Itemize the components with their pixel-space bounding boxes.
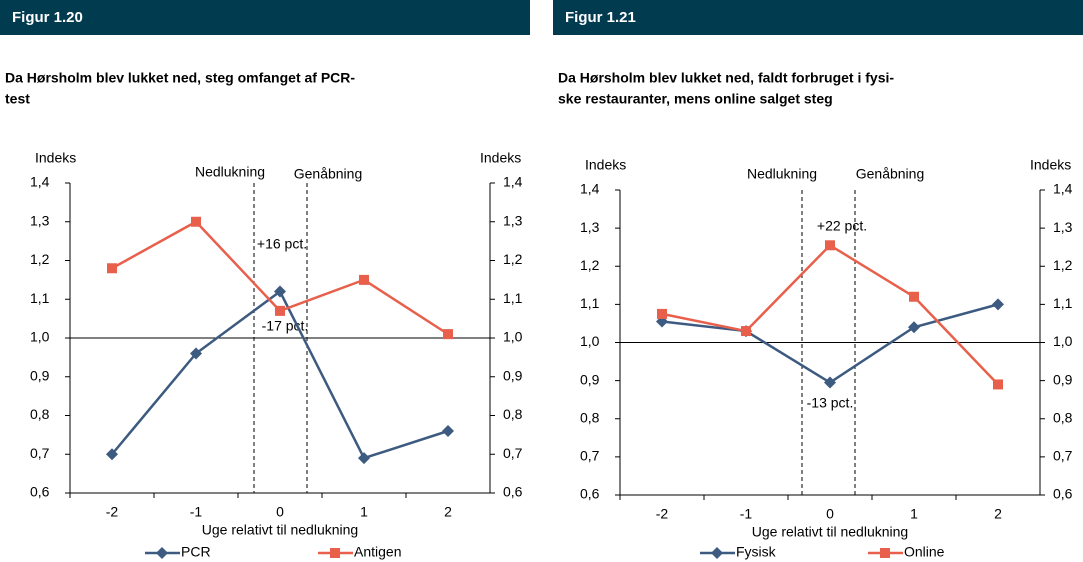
y2-tick-label: 0,6 (503, 484, 523, 500)
x-tick-label: 0 (276, 504, 284, 520)
y2-tick-label: 0,9 (1053, 371, 1073, 387)
legend-marker (330, 548, 340, 558)
y2-tick-label: 1,3 (1053, 219, 1073, 235)
annotation: Genåbning (856, 166, 925, 182)
x-axis-label: Uge relativt til nedlukning (752, 524, 908, 540)
marker (992, 298, 1004, 311)
legend-label: Antigen (354, 544, 401, 560)
legend-marker (880, 548, 890, 558)
figure-label: Figur 1.20 (12, 9, 83, 26)
legend-label: PCR (181, 544, 211, 560)
marker (275, 305, 285, 316)
marker (443, 329, 453, 340)
annotation: +16 pct. (257, 236, 307, 252)
y2-tick-label: 1,0 (503, 329, 523, 345)
marker (993, 379, 1003, 390)
y2-tick-label: 0,7 (503, 445, 523, 461)
y-tick-label: 0,9 (30, 367, 50, 383)
y-axis-label: Indeks (35, 150, 76, 166)
y-tick-label: 0,9 (580, 371, 600, 387)
annotation: +22 pct. (817, 218, 867, 234)
header-bar (553, 0, 1083, 35)
y2-axis-label: Indeks (480, 150, 521, 166)
y2-tick-label: 1,4 (1053, 181, 1073, 197)
y-tick-label: 1,1 (30, 290, 50, 306)
marker (359, 274, 369, 285)
y-tick-label: 0,6 (580, 486, 600, 502)
y-tick-label: 1,3 (30, 212, 50, 228)
marker (442, 425, 454, 437)
marker (657, 308, 667, 319)
y-axis-label: Indeks (585, 157, 626, 173)
marker (908, 321, 920, 334)
y-tick-label: 1,4 (30, 174, 50, 190)
marker (358, 452, 370, 465)
y2-tick-label: 1,2 (1053, 257, 1073, 273)
marker (909, 291, 919, 302)
legend-marker (711, 547, 723, 559)
y-tick-label: 1,4 (580, 181, 600, 197)
marker (741, 326, 751, 337)
y2-tick-label: 0,6 (1053, 486, 1073, 502)
y2-tick-label: 0,8 (1053, 409, 1073, 425)
annotation: Nedlukning (195, 164, 265, 180)
marker (106, 448, 118, 461)
marker (824, 376, 836, 389)
legend-marker (156, 547, 168, 559)
x-axis-label: Uge relativt til nedlukning (202, 522, 358, 538)
y2-tick-label: 1,2 (503, 251, 523, 267)
annotation: -17 pct. (262, 318, 309, 334)
y-tick-label: 1,0 (580, 333, 600, 349)
series-line (111, 289, 449, 460)
y2-tick-label: 1,4 (503, 174, 523, 190)
chart-title: test (5, 91, 30, 107)
marker (274, 285, 286, 298)
series-line (661, 243, 999, 386)
x-tick-label: -2 (656, 506, 669, 522)
legend-label: Online (904, 544, 945, 560)
chart-title: ske restauranter, mens online salget ste… (558, 91, 833, 107)
annotation: Genåbning (294, 166, 363, 182)
x-tick-label: 2 (444, 504, 452, 520)
y-tick-label: 1,0 (30, 329, 50, 345)
header-bar (0, 0, 530, 35)
y2-tick-label: 1,3 (503, 212, 523, 228)
y-tick-label: 0,6 (30, 484, 50, 500)
x-tick-label: 0 (826, 506, 834, 522)
chart-title: Da Hørsholm blev lukket ned, steg omfang… (5, 70, 355, 86)
y2-tick-label: 0,8 (503, 406, 523, 422)
y-tick-label: 1,1 (580, 295, 600, 311)
marker (107, 263, 117, 274)
y2-tick-label: 1,1 (1053, 295, 1073, 311)
marker (190, 347, 202, 360)
marker (825, 240, 835, 251)
annotation: -13 pct. (807, 395, 854, 411)
y2-tick-label: 1,1 (503, 290, 523, 306)
y-tick-label: 1,3 (580, 219, 600, 235)
y2-tick-label: 0,9 (503, 367, 523, 383)
series-line (661, 303, 999, 385)
x-tick-label: 1 (910, 506, 918, 522)
marker (191, 216, 201, 227)
y-tick-label: 0,8 (580, 409, 600, 425)
x-tick-label: -2 (106, 504, 119, 520)
annotation: Nedlukning (747, 166, 817, 182)
x-tick-label: 2 (994, 506, 1002, 522)
y-tick-label: 1,2 (30, 251, 50, 267)
y2-tick-label: 1,0 (1053, 333, 1073, 349)
figure-label: Figur 1.21 (565, 9, 636, 26)
y-tick-label: 1,2 (580, 257, 600, 273)
y-tick-label: 0,7 (30, 445, 50, 461)
x-tick-label: 1 (360, 504, 368, 520)
legend-label: Fysisk (736, 544, 777, 560)
x-tick-label: -1 (740, 506, 753, 522)
y2-tick-label: 0,7 (1053, 448, 1073, 464)
y-tick-label: 0,7 (580, 448, 600, 464)
x-tick-label: -1 (190, 504, 203, 520)
chart-title: Da Hørsholm blev lukket ned, faldt forbr… (558, 70, 894, 86)
y-tick-label: 0,8 (30, 406, 50, 422)
y2-axis-label: Indeks (1030, 157, 1071, 173)
